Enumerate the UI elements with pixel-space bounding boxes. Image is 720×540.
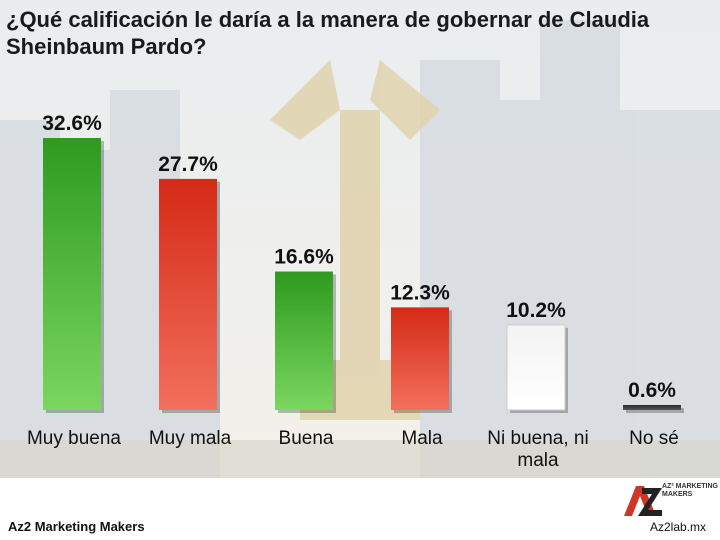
data-label: 32.6% [42,112,102,135]
category-label: mala [517,450,559,471]
logo-wordmark: AZ² MARKETING MAKERS [662,483,718,498]
footer: Az2 Marketing Makers Az2lab.mx [0,478,720,540]
site-url: Az2lab.mx [649,520,706,534]
data-label: 12.3% [390,281,450,304]
bar-chart: 32.6% Muy buena 27.7% Muy mala 16.6% Buena 12.… [27,112,684,471]
category-label: Mala [401,428,443,449]
bar-buena [275,271,333,410]
category-label: Buena [279,428,334,449]
bar-mala [391,307,449,410]
chart-title: ¿Qué calificación le daría a la manera d… [6,7,650,59]
data-label: 27.7% [158,153,218,176]
brand-name: Az2 Marketing Makers [8,519,145,534]
bar-ni-buena-ni-mala [506,324,566,411]
category-label: Ni buena, ni [487,428,588,449]
category-label: No sé [629,428,679,449]
data-label: 16.6% [274,246,334,269]
data-label: 0.6% [628,379,676,402]
category-label: Muy buena [27,428,121,449]
bar-muy-buena [43,138,101,410]
bar-shadow [626,407,684,413]
az2-logo [624,486,662,516]
data-label: 10.2% [506,299,566,322]
bar-no-s [623,404,681,410]
category-label: Muy mala [149,428,232,449]
bar-muy-mala [159,178,217,410]
